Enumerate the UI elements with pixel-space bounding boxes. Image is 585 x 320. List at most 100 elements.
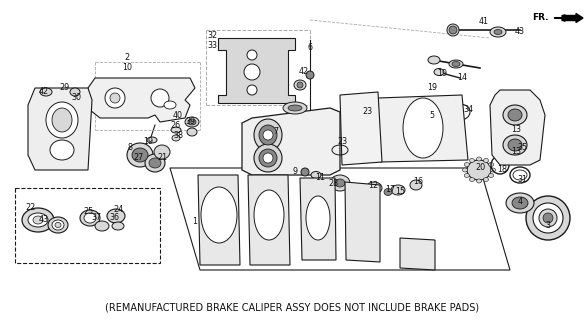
- Text: 25: 25: [83, 207, 93, 217]
- Ellipse shape: [428, 56, 440, 64]
- Ellipse shape: [70, 88, 80, 96]
- Ellipse shape: [483, 158, 488, 163]
- Ellipse shape: [306, 71, 314, 79]
- Text: 22: 22: [25, 204, 35, 212]
- Ellipse shape: [259, 125, 277, 145]
- Text: 14: 14: [457, 74, 467, 83]
- Text: 15: 15: [395, 188, 405, 196]
- Ellipse shape: [297, 82, 303, 88]
- Ellipse shape: [464, 163, 469, 166]
- Ellipse shape: [508, 139, 522, 151]
- Ellipse shape: [254, 119, 282, 151]
- Ellipse shape: [543, 213, 553, 223]
- Text: 39: 39: [185, 117, 195, 126]
- Text: 12: 12: [368, 181, 378, 190]
- Ellipse shape: [503, 105, 527, 125]
- Ellipse shape: [254, 144, 282, 172]
- Ellipse shape: [301, 168, 309, 176]
- Polygon shape: [490, 90, 545, 165]
- Text: 27: 27: [133, 154, 143, 163]
- Ellipse shape: [335, 179, 345, 187]
- Text: 20: 20: [475, 164, 485, 172]
- Ellipse shape: [447, 24, 459, 36]
- Text: 9: 9: [292, 167, 298, 177]
- Ellipse shape: [254, 190, 284, 240]
- Ellipse shape: [50, 140, 74, 160]
- Ellipse shape: [306, 196, 330, 240]
- Polygon shape: [88, 78, 195, 122]
- Ellipse shape: [22, 208, 54, 232]
- Ellipse shape: [512, 197, 528, 209]
- Text: 34: 34: [463, 106, 473, 115]
- Ellipse shape: [201, 187, 237, 243]
- Text: 37: 37: [91, 213, 101, 222]
- Ellipse shape: [105, 88, 125, 108]
- Ellipse shape: [185, 117, 199, 127]
- Text: 24: 24: [113, 205, 123, 214]
- Ellipse shape: [147, 137, 157, 143]
- Ellipse shape: [490, 27, 506, 37]
- Bar: [15, 188, 160, 263]
- Ellipse shape: [288, 105, 302, 111]
- Ellipse shape: [80, 210, 100, 226]
- FancyArrow shape: [562, 13, 583, 22]
- Ellipse shape: [488, 163, 494, 166]
- Ellipse shape: [172, 135, 180, 141]
- Ellipse shape: [187, 128, 197, 136]
- Ellipse shape: [410, 180, 422, 190]
- Polygon shape: [400, 238, 435, 270]
- Text: 19: 19: [143, 138, 153, 147]
- Ellipse shape: [263, 153, 273, 163]
- Ellipse shape: [132, 148, 148, 162]
- Ellipse shape: [434, 68, 444, 76]
- Ellipse shape: [384, 188, 392, 196]
- Text: 8: 8: [128, 143, 132, 153]
- Ellipse shape: [149, 158, 161, 168]
- Ellipse shape: [46, 102, 78, 138]
- Ellipse shape: [488, 173, 494, 178]
- Ellipse shape: [52, 220, 64, 230]
- Ellipse shape: [107, 209, 125, 223]
- Polygon shape: [300, 178, 336, 260]
- Ellipse shape: [283, 102, 307, 114]
- Text: 43: 43: [39, 215, 49, 225]
- Text: 32: 32: [207, 31, 217, 41]
- Ellipse shape: [110, 93, 120, 103]
- Text: 26: 26: [170, 122, 180, 131]
- Ellipse shape: [449, 26, 457, 34]
- Ellipse shape: [33, 216, 43, 224]
- Ellipse shape: [403, 98, 443, 158]
- Ellipse shape: [244, 64, 260, 80]
- Polygon shape: [248, 175, 290, 265]
- Text: 10: 10: [122, 63, 132, 73]
- Text: (REMANUFACTURED BRAKE CALIPER ASSY DOES NOT INCLUDE BRAKE PADS): (REMANUFACTURED BRAKE CALIPER ASSY DOES …: [105, 303, 480, 313]
- Text: 23: 23: [337, 138, 347, 147]
- Ellipse shape: [145, 154, 165, 172]
- Text: 33: 33: [207, 42, 217, 51]
- Polygon shape: [218, 38, 295, 103]
- Ellipse shape: [526, 196, 570, 240]
- Ellipse shape: [533, 203, 563, 233]
- Polygon shape: [28, 88, 92, 170]
- Text: 11: 11: [315, 173, 325, 182]
- Ellipse shape: [449, 60, 463, 68]
- Text: 23: 23: [362, 108, 372, 116]
- Polygon shape: [378, 95, 468, 162]
- Ellipse shape: [391, 185, 405, 195]
- Text: 36: 36: [109, 213, 119, 222]
- Ellipse shape: [470, 158, 474, 163]
- Text: 35: 35: [517, 143, 527, 153]
- Ellipse shape: [154, 145, 170, 159]
- Ellipse shape: [151, 89, 169, 107]
- Polygon shape: [242, 108, 340, 175]
- Text: 4: 4: [518, 197, 522, 206]
- Ellipse shape: [112, 222, 124, 230]
- Text: 2: 2: [125, 53, 129, 62]
- Ellipse shape: [452, 61, 460, 67]
- Text: 41: 41: [479, 18, 489, 27]
- Ellipse shape: [370, 185, 378, 191]
- Polygon shape: [198, 175, 240, 265]
- Ellipse shape: [171, 127, 181, 133]
- Text: 3: 3: [545, 220, 550, 229]
- Ellipse shape: [330, 175, 350, 191]
